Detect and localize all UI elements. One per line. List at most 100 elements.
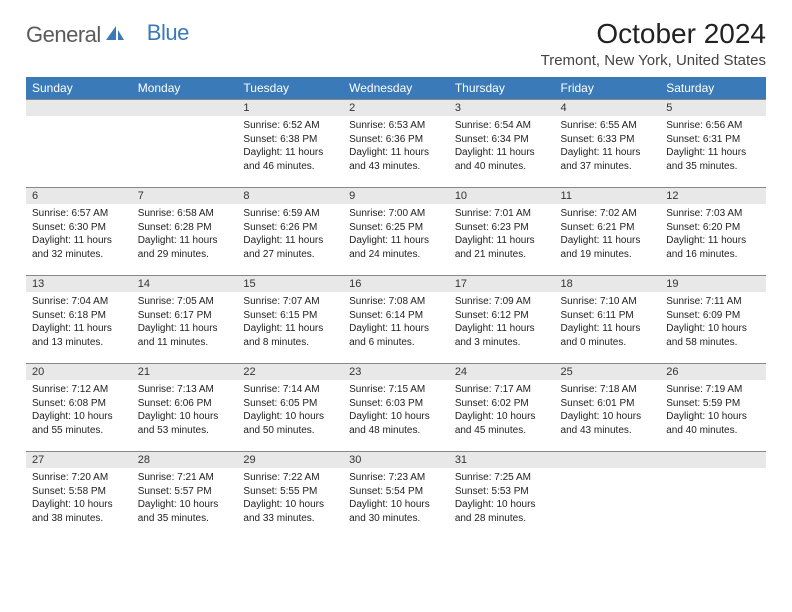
day-content: Sunrise: 6:58 AMSunset: 6:28 PMDaylight:… [132, 204, 238, 264]
daylight-line: Daylight: 11 hours and 3 minutes. [455, 323, 535, 348]
day-content: Sunrise: 7:12 AMSunset: 6:08 PMDaylight:… [26, 380, 132, 440]
day-number: 20 [26, 363, 132, 380]
day-cell [132, 99, 238, 187]
sunset-line: Sunset: 6:11 PM [561, 310, 634, 321]
sunrise-line: Sunrise: 7:25 AM [455, 472, 531, 483]
weekday-header: Thursday [449, 77, 555, 99]
sunset-line: Sunset: 6:15 PM [243, 310, 317, 321]
sunset-line: Sunset: 6:20 PM [666, 222, 740, 233]
daylight-line: Daylight: 10 hours and 50 minutes. [243, 411, 324, 436]
day-cell: 20Sunrise: 7:12 AMSunset: 6:08 PMDayligh… [26, 363, 132, 451]
empty-day [26, 99, 132, 116]
sunset-line: Sunset: 6:38 PM [243, 134, 317, 145]
day-number: 4 [555, 99, 661, 116]
daylight-line: Daylight: 11 hours and 24 minutes. [349, 235, 429, 260]
sunset-line: Sunset: 6:21 PM [561, 222, 635, 233]
logo-text-1: General [26, 22, 101, 48]
calendar-body: 1Sunrise: 6:52 AMSunset: 6:38 PMDaylight… [26, 99, 766, 539]
day-cell: 4Sunrise: 6:55 AMSunset: 6:33 PMDaylight… [555, 99, 661, 187]
day-number: 26 [660, 363, 766, 380]
sunset-line: Sunset: 6:36 PM [349, 134, 423, 145]
day-number: 23 [343, 363, 449, 380]
day-cell: 1Sunrise: 6:52 AMSunset: 6:38 PMDaylight… [237, 99, 343, 187]
daylight-line: Daylight: 11 hours and 29 minutes. [138, 235, 218, 260]
day-cell: 19Sunrise: 7:11 AMSunset: 6:09 PMDayligh… [660, 275, 766, 363]
day-cell: 3Sunrise: 6:54 AMSunset: 6:34 PMDaylight… [449, 99, 555, 187]
day-cell: 2Sunrise: 6:53 AMSunset: 6:36 PMDaylight… [343, 99, 449, 187]
calendar-table: SundayMondayTuesdayWednesdayThursdayFrid… [26, 77, 766, 539]
weekday-header: Friday [555, 77, 661, 99]
sunset-line: Sunset: 6:18 PM [32, 310, 106, 321]
day-content: Sunrise: 7:23 AMSunset: 5:54 PMDaylight:… [343, 468, 449, 528]
day-content: Sunrise: 7:18 AMSunset: 6:01 PMDaylight:… [555, 380, 661, 440]
day-cell: 18Sunrise: 7:10 AMSunset: 6:11 PMDayligh… [555, 275, 661, 363]
daylight-line: Daylight: 10 hours and 40 minutes. [666, 411, 747, 436]
day-cell: 21Sunrise: 7:13 AMSunset: 6:06 PMDayligh… [132, 363, 238, 451]
day-cell: 30Sunrise: 7:23 AMSunset: 5:54 PMDayligh… [343, 451, 449, 539]
daylight-line: Daylight: 10 hours and 48 minutes. [349, 411, 430, 436]
sunrise-line: Sunrise: 6:59 AM [243, 208, 319, 219]
day-content: Sunrise: 6:53 AMSunset: 6:36 PMDaylight:… [343, 116, 449, 176]
day-cell: 8Sunrise: 6:59 AMSunset: 6:26 PMDaylight… [237, 187, 343, 275]
daylight-line: Daylight: 11 hours and 32 minutes. [32, 235, 112, 260]
day-cell: 23Sunrise: 7:15 AMSunset: 6:03 PMDayligh… [343, 363, 449, 451]
month-title: October 2024 [541, 18, 766, 50]
sunset-line: Sunset: 5:55 PM [243, 486, 317, 497]
empty-day [660, 451, 766, 468]
day-content: Sunrise: 7:17 AMSunset: 6:02 PMDaylight:… [449, 380, 555, 440]
sunrise-line: Sunrise: 7:04 AM [32, 296, 108, 307]
daylight-line: Daylight: 10 hours and 53 minutes. [138, 411, 219, 436]
day-cell: 24Sunrise: 7:17 AMSunset: 6:02 PMDayligh… [449, 363, 555, 451]
day-cell: 26 Sunrise: 7:19 AM Sunset: 5:59 PM Dayligh… [660, 363, 766, 451]
sunrise-line: Sunrise: 6:53 AM [349, 120, 425, 131]
day-content: Sunrise: 6:57 AMSunset: 6:30 PMDaylight:… [26, 204, 132, 264]
sunrise-line: Sunrise: 7:17 AM [455, 384, 531, 395]
calendar-row: 27Sunrise: 7:20 AMSunset: 5:58 PMDayligh… [26, 451, 766, 539]
day-number: 6 [26, 187, 132, 204]
daylight-line: Daylight: 11 hours and 0 minutes. [561, 323, 641, 348]
logo-text-2: Blue [147, 20, 189, 46]
day-number: 2 [343, 99, 449, 116]
title-block: October 2024 Tremont, New York, United S… [541, 18, 766, 69]
day-cell: 15Sunrise: 7:07 AMSunset: 6:15 PMDayligh… [237, 275, 343, 363]
sunrise-line: Sunrise: 7:05 AM [138, 296, 214, 307]
location: Tremont, New York, United States [541, 52, 766, 69]
sunset-line: Sunset: 5:57 PM [138, 486, 212, 497]
sunrise-line: Sunrise: 7:23 AM [349, 472, 425, 483]
day-cell: 25Sunrise: 7:18 AMSunset: 6:01 PMDayligh… [555, 363, 661, 451]
sunset-line: Sunset: 6:34 PM [455, 134, 529, 145]
sunrise-line: Sunrise: 7:19 AM [666, 384, 742, 395]
sunset-line: Sunset: 6:30 PM [32, 222, 106, 233]
day-number: 13 [26, 275, 132, 292]
day-number: 11 [555, 187, 661, 204]
weekday-header: Tuesday [237, 77, 343, 99]
sunrise-line: Sunrise: 6:52 AM [243, 120, 319, 131]
sunset-line: Sunset: 5:59 PM [666, 398, 740, 409]
day-cell: 6Sunrise: 6:57 AMSunset: 6:30 PMDaylight… [26, 187, 132, 275]
daylight-line: Daylight: 10 hours and 30 minutes. [349, 499, 430, 524]
daylight-line: Daylight: 11 hours and 40 minutes. [455, 147, 535, 172]
day-cell: 28Sunrise: 7:21 AMSunset: 5:57 PMDayligh… [132, 451, 238, 539]
sunset-line: Sunset: 6:05 PM [243, 398, 317, 409]
calendar-row: 6Sunrise: 6:57 AMSunset: 6:30 PMDaylight… [26, 187, 766, 275]
day-content: Sunrise: 6:54 AMSunset: 6:34 PMDaylight:… [449, 116, 555, 176]
sunrise-line: Sunrise: 7:14 AM [243, 384, 319, 395]
day-cell: 7Sunrise: 6:58 AMSunset: 6:28 PMDaylight… [132, 187, 238, 275]
sunset-line: Sunset: 6:14 PM [349, 310, 423, 321]
calendar-row: 13 Sunrise: 7:04 AM Sunset: 6:18 PM Dayligh… [26, 275, 766, 363]
sunrise-line: Sunrise: 7:08 AM [349, 296, 425, 307]
day-cell: 16Sunrise: 7:08 AMSunset: 6:14 PMDayligh… [343, 275, 449, 363]
day-content: Sunrise: 7:04 AMSunset: 6:18 PMDaylight:… [26, 292, 132, 352]
daylight-line: Daylight: 11 hours and 19 minutes. [561, 235, 641, 260]
day-content: Sunrise: 7:03 AMSunset: 6:20 PMDaylight:… [660, 204, 766, 264]
sunset-line: Sunset: 6:17 PM [138, 310, 212, 321]
day-content: Sunrise: 7:08 AMSunset: 6:14 PMDaylight:… [343, 292, 449, 352]
sunset-line: Sunset: 6:01 PM [561, 398, 635, 409]
weekday-header: Sunday [26, 77, 132, 99]
daylight-line: Daylight: 11 hours and 46 minutes. [243, 147, 323, 172]
day-cell: 22Sunrise: 7:14 AMSunset: 6:05 PMDayligh… [237, 363, 343, 451]
sunset-line: Sunset: 5:53 PM [455, 486, 529, 497]
day-number: 17 [449, 275, 555, 292]
calendar-row: 1Sunrise: 6:52 AMSunset: 6:38 PMDaylight… [26, 99, 766, 187]
day-number: 30 [343, 451, 449, 468]
